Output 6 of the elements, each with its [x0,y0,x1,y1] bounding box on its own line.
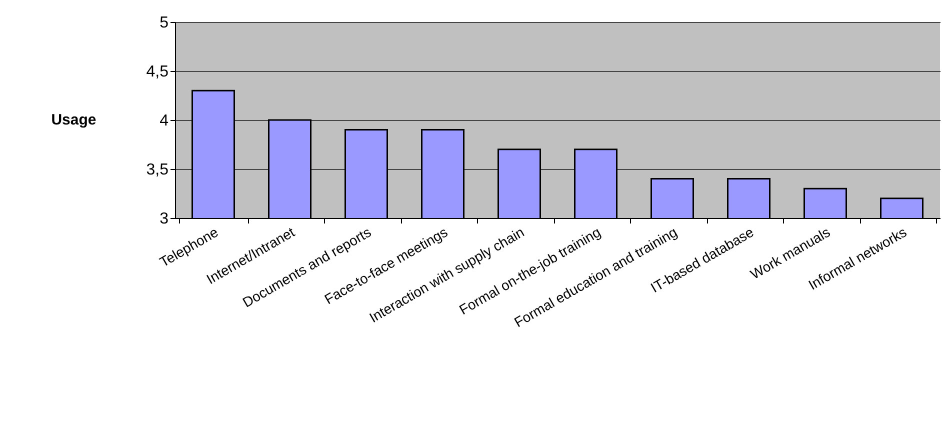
y-axis-title: Usage [51,112,96,128]
y-tick-label: 3,5 [146,162,169,178]
y-tick-label: 5 [160,14,169,32]
y-tick-label: 3 [160,210,169,228]
y-tick-label: 4 [160,112,169,130]
y-tick-label: 4,5 [146,64,169,80]
